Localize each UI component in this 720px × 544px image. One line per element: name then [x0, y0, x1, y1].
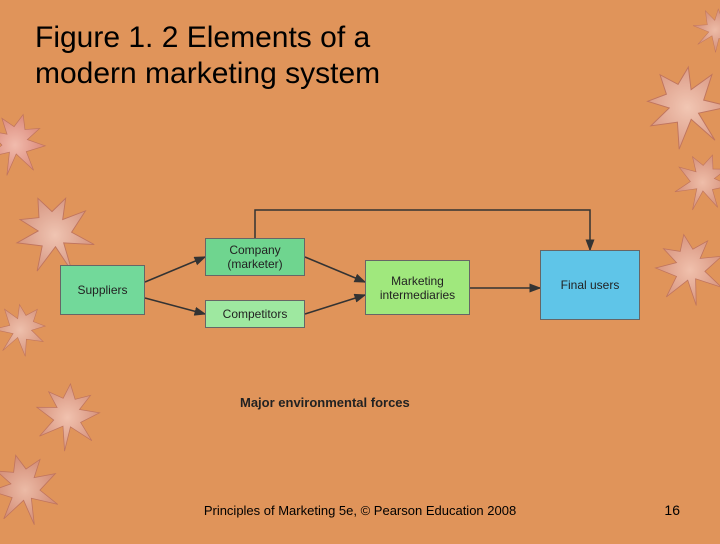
title-line-2: modern marketing system — [35, 57, 380, 90]
marketing-system-diagram: Suppliers Company (marketer) Competitors Ma… — [60, 200, 660, 420]
node-suppliers: Suppliers — [60, 265, 145, 315]
leaf-decoration — [0, 102, 58, 188]
page-number: 16 — [664, 502, 680, 518]
title-line-1: Figure 1. 2 Elements of a — [35, 21, 370, 54]
diagram-caption: Major environmental forces — [240, 395, 410, 410]
node-competitors: Competitors — [205, 300, 305, 328]
node-final_users: Final users — [540, 250, 640, 320]
footer-text: Principles of Marketing 5e, © Pearson Ed… — [0, 503, 720, 518]
node-company: Company (marketer) — [205, 238, 305, 276]
leaf-decoration — [0, 441, 74, 539]
page-title: Figure 1. 2 Elements of a modern marketi… — [35, 20, 380, 92]
node-intermediaries: Marketing intermediaries — [365, 260, 470, 315]
leaf-decoration — [0, 288, 62, 373]
